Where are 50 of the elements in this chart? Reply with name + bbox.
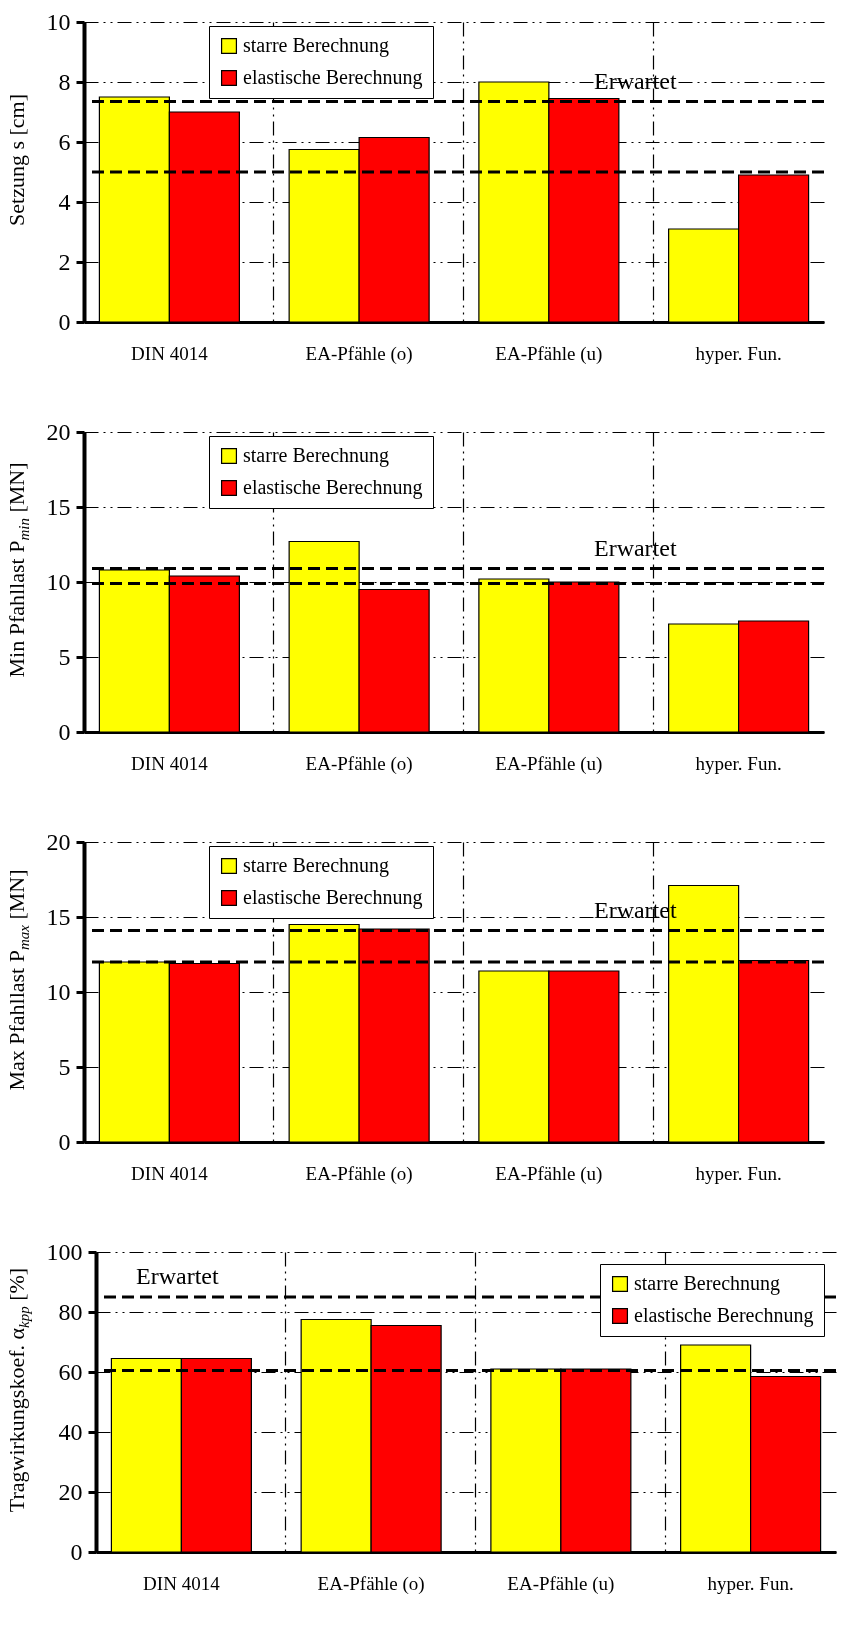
y-axis-title: Setzung s [cm] [3,93,30,228]
y-tick-label: 0 [58,308,71,335]
y-tick-label: 0 [70,1538,83,1565]
y-tick-label: 20 [46,418,71,445]
y-tick-label: 8 [58,68,71,95]
legend-label: elastische Berechnung [243,476,423,499]
x-tick-label: hyper. Fun. [695,342,782,364]
legend-label: elastische Berechnung [634,1304,814,1327]
annotation: Erwartet [136,1263,219,1289]
annotation: Erwartet [593,534,677,561]
y-tick-label: 60 [58,1358,83,1385]
y-tick-label: 2 [58,248,71,275]
x-tick-label: EA-Pfähle (o) [305,342,413,365]
y-tick-label: 20 [58,1478,83,1505]
y-tick-label: 5 [58,1053,71,1080]
y-tick-label: 10 [46,568,71,595]
x-tick-label: DIN 4014 [131,1162,209,1184]
y-tick-label: 0 [58,1128,71,1155]
y-tick-label: 6 [58,128,71,155]
legend-label: elastische Berechnung [243,886,423,909]
legend-label: starre Berechnung [243,854,390,877]
y-tick-label: 15 [46,493,71,520]
x-tick-label: DIN 4014 [131,342,209,364]
y-tick-label: 10 [46,978,71,1005]
x-tick-label: hyper. Fun. [695,752,782,774]
y-tick-label: 80 [58,1298,83,1325]
legend-label: starre Berechnung [634,1272,781,1295]
x-tick-label: EA-Pfähle (u) [507,1572,615,1595]
x-tick-label: EA-Pfähle (o) [305,1162,413,1185]
legend-label: elastische Berechnung [243,66,423,89]
x-tick-label: DIN 4014 [131,752,209,774]
annotation: Erwartet [593,67,677,94]
x-tick-label: EA-Pfähle (o) [305,752,413,775]
y-tick-label: 4 [58,188,71,215]
x-tick-label: EA-Pfähle (u) [495,752,603,775]
x-tick-label: DIN 4014 [143,1572,221,1594]
legend-label: starre Berechnung [243,34,390,57]
y-tick-label: 5 [58,643,71,670]
x-tick-label: hyper. Fun. [707,1572,794,1594]
y-tick-label: 20 [46,828,71,855]
legend-label: starre Berechnung [243,444,390,467]
y-tick-label: 100 [46,1238,83,1265]
x-tick-label: EA-Pfähle (o) [317,1572,425,1595]
x-tick-label: EA-Pfähle (u) [495,342,603,365]
x-tick-label: hyper. Fun. [695,1162,782,1184]
y-tick-label: 40 [58,1418,83,1445]
y-tick-label: 0 [58,718,71,745]
y-tick-label: 10 [46,8,71,35]
x-tick-label: EA-Pfähle (u) [495,1162,603,1185]
y-tick-label: 15 [46,903,71,930]
